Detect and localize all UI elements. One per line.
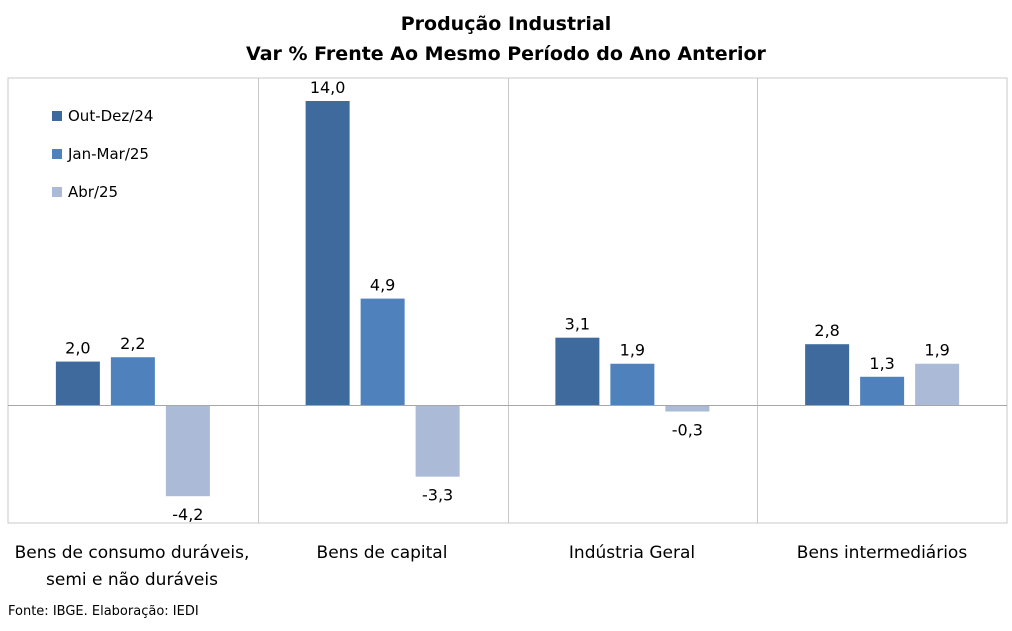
legend-swatch-series-0 [52,111,62,121]
bar-Out-Dez/24-2 [555,337,600,405]
chart-subtitle: Var % Frente Ao Mesmo Período do Ano Ant… [246,43,766,65]
bar-Abr/25-3 [915,363,960,405]
data-label-Out-Dez/24-1: 14,0 [310,78,346,97]
legend-swatch-series-2 [52,187,62,197]
legend: Out-Dez/24 Jan-Mar/25 Abr/25 [52,97,153,211]
bar-Abr/25-0 [165,405,210,497]
bar-Out-Dez/24-0 [55,361,100,405]
category-label-consumo-line-2: semi e não duráveis [46,570,218,590]
legend-swatch-series-1 [52,149,62,159]
legend-label-series-0: Out-Dez/24 [68,107,154,125]
data-label-Abr/25-1: -3,3 [422,486,453,505]
legend-item-series-0: Out-Dez/24 [52,97,153,135]
source-note: Fonte: IBGE. Elaboração: IEDI [8,604,199,619]
chart-title: Produção Industrial [400,13,612,35]
plot-area-border [7,77,1008,524]
category-label-consumo: Bens de consumo duráveis, semi e não dur… [7,540,257,594]
category-label-consumo-line-1: Bens de consumo duráveis, [14,543,250,563]
legend-item-series-1: Jan-Mar/25 [52,135,153,173]
bar-Jan-Mar/25-2 [610,363,655,405]
bar-Abr/25-1 [415,405,460,477]
bar-Jan-Mar/25-1 [360,298,405,405]
category-label-capital: Bens de capital [316,543,448,563]
data-label-Out-Dez/24-2: 3,1 [565,315,590,334]
category-label-intermediarios: Bens intermediários [796,543,968,563]
data-label-Jan-Mar/25-3: 1,3 [869,354,894,373]
legend-label-series-1: Jan-Mar/25 [68,145,149,163]
data-label-Out-Dez/24-3: 2,8 [814,321,839,340]
data-label-Jan-Mar/25-1: 4,9 [370,276,395,295]
bar-Jan-Mar/25-0 [110,357,155,405]
data-label-Abr/25-3: 1,9 [924,341,949,360]
bar-Jan-Mar/25-3 [860,376,905,405]
category-label-industria-geral: Indústria Geral [568,543,696,563]
data-label-Out-Dez/24-0: 2,0 [65,339,90,358]
data-label-Abr/25-2: -0,3 [672,421,703,440]
data-label-Jan-Mar/25-2: 1,9 [620,341,645,360]
legend-item-series-2: Abr/25 [52,173,153,211]
data-label-Abr/25-0: -4,2 [172,505,203,524]
data-label-Jan-Mar/25-0: 2,2 [120,334,145,353]
bar-Out-Dez/24-3 [805,344,850,405]
bar-Out-Dez/24-1 [305,101,350,405]
bar-Abr/25-2 [665,405,710,412]
legend-label-series-2: Abr/25 [68,183,119,201]
